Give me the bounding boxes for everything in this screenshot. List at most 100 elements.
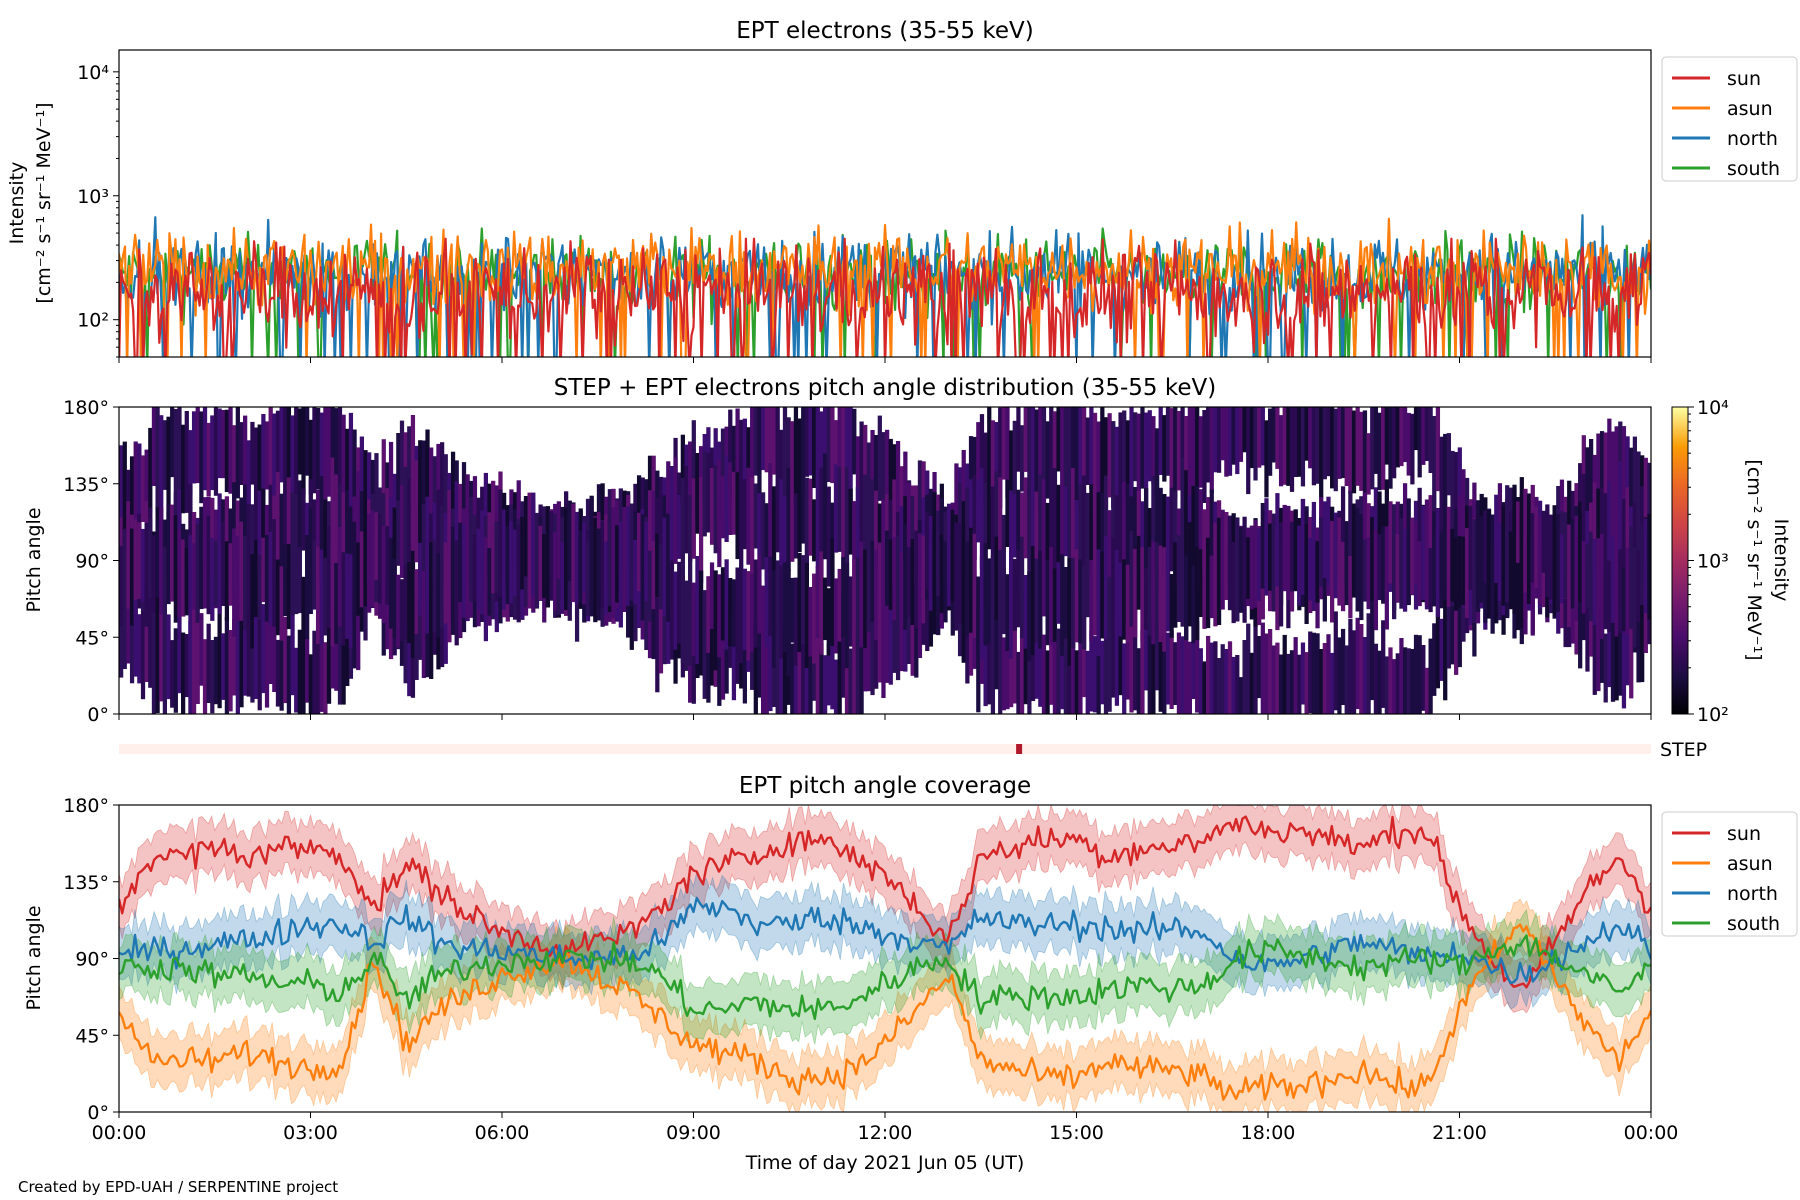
heatmap-cell: [1122, 481, 1127, 578]
heatmap-cell: [1147, 547, 1152, 636]
heatmap-cell: [243, 535, 248, 631]
heatmap-cell: [1154, 623, 1160, 691]
y-tick-label: 0°: [87, 704, 109, 726]
heatmap-cell: [998, 624, 1003, 714]
heatmap-cell: [1275, 642, 1280, 714]
heatmap-cell: [1056, 484, 1061, 581]
heatmap-cell: [385, 572, 390, 650]
series-line-sun: [119, 237, 1651, 357]
heatmap-cell: [283, 616, 288, 704]
heatmap-cell: [356, 470, 361, 570]
colorbar-tick-label: 10⁴: [1697, 397, 1729, 419]
intensity-x-ticks: [118, 357, 1652, 363]
heatmap-cell: [706, 452, 711, 533]
heatmap-cell: [326, 407, 332, 497]
colorbar-label-line1: Intensity: [1770, 519, 1792, 602]
heatmap-cell: [1005, 407, 1010, 498]
heatmap-cell: [728, 409, 733, 491]
heatmap-cell: [221, 521, 226, 606]
heatmap-cell: [188, 535, 193, 641]
heatmap-cell: [859, 421, 864, 527]
heatmap-cell: [1242, 640, 1247, 714]
heatmap-cell: [885, 598, 890, 683]
heatmap-cell: [261, 414, 266, 498]
heatmap-cell: [1319, 649, 1324, 714]
heatmap-cell: [1078, 407, 1083, 492]
heatmap-cell: [771, 639, 777, 707]
heatmap-cell: [1443, 599, 1448, 701]
heatmap-cell: [680, 434, 685, 505]
heatmap-cell: [458, 571, 463, 639]
heatmap-cell: [757, 407, 762, 506]
heatmap-cell: [396, 433, 401, 524]
heatmap-cell: [1563, 570, 1568, 648]
heatmap-cell: [1056, 562, 1061, 624]
heatmap-cell: [399, 484, 405, 578]
heatmap-cell: [1264, 633, 1269, 714]
heatmap-cell: [1548, 514, 1554, 600]
heatmap-cell: [1133, 487, 1138, 569]
heatmap-cell: [775, 616, 780, 714]
heatmap-cell: [826, 588, 831, 656]
heatmap-cell: [1322, 501, 1327, 579]
heatmap-cell: [728, 462, 733, 535]
heatmap-cell: [1114, 549, 1120, 657]
heatmap-cell: [1596, 538, 1601, 644]
heatmap-cell: [1278, 654, 1284, 714]
heatmap-cell: [782, 496, 788, 570]
heatmap-cell: [545, 506, 551, 608]
heatmap-cell: [1359, 624, 1364, 714]
heatmap-cell: [177, 489, 182, 568]
heatmap-cell: [1136, 535, 1141, 610]
heatmap-cell: [1136, 648, 1141, 714]
heatmap-cell: [1257, 636, 1262, 699]
heatmap-cell: [1052, 637, 1058, 714]
heatmap-cell: [217, 493, 222, 563]
heatmap-cell: [151, 612, 157, 714]
heatmap-cell: [166, 614, 171, 700]
heatmap-cell: [979, 414, 985, 496]
heatmap-cell: [808, 478, 813, 556]
heatmap-cell: [1311, 407, 1317, 486]
heatmap-cell: [1118, 491, 1123, 572]
heatmap-cell: [1333, 611, 1338, 711]
heatmap-cell: [1446, 591, 1451, 669]
heatmap-cell: [1621, 567, 1627, 632]
heatmap-cell: [1406, 541, 1411, 606]
heatmap-cell: [804, 477, 809, 580]
heatmap-cell: [232, 619, 237, 696]
heatmap-cell: [1625, 608, 1630, 686]
heatmap-cell: [1071, 407, 1076, 491]
heatmap-cell: [757, 493, 762, 556]
heatmap-cell: [837, 641, 842, 714]
heatmap-cell: [345, 489, 350, 557]
heatmap-cell: [888, 438, 893, 513]
heatmap-cell: [1494, 494, 1499, 583]
heatmap-cell: [771, 570, 777, 668]
heatmap-cell: [1049, 469, 1054, 555]
heatmap-cell: [618, 521, 623, 607]
heatmap-cell: [1081, 613, 1087, 698]
heatmap-cell: [1304, 407, 1309, 461]
y-tick-label: 10²: [77, 310, 109, 332]
heatmap-cell: [1636, 581, 1641, 683]
heatmap-cell: [1023, 407, 1028, 472]
heatmap-cell: [1300, 498, 1306, 595]
heatmap-cell: [574, 511, 580, 605]
heatmap-cell: [564, 507, 569, 610]
heatmap-cell: [1260, 407, 1265, 466]
heatmap-cell: [1136, 491, 1141, 577]
heatmap-cell: [1078, 559, 1083, 644]
heatmap-cell: [1173, 407, 1178, 499]
heatmap-cell: [804, 627, 809, 714]
heatmap-cell: [662, 587, 667, 665]
heatmap-cell: [1315, 633, 1320, 714]
heatmap-cell: [895, 536, 901, 642]
heatmap-cell: [1326, 407, 1331, 477]
heatmap-cell: [1647, 513, 1651, 620]
heatmap-cell: [1319, 517, 1324, 587]
heatmap-cell: [429, 542, 434, 633]
heatmap-cell: [1588, 531, 1594, 622]
heatmap-cell: [899, 602, 904, 672]
heatmap-cell: [549, 511, 554, 601]
